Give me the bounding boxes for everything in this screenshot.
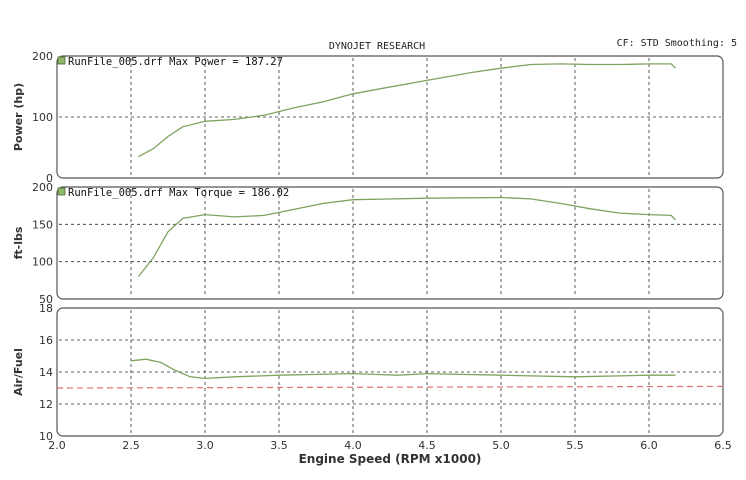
series-line xyxy=(137,196,677,278)
y-tick-label: 10 xyxy=(39,430,53,443)
chart-header-title: DYNOJET RESEARCH xyxy=(329,41,425,52)
x-tick-label: 4.0 xyxy=(344,439,362,452)
x-tick-label: 5.0 xyxy=(492,439,510,452)
target-afr-line xyxy=(56,385,724,389)
chart-panel-2: 50 100 150 200 ft-lbs RunFile_005.drf Max Tor… xyxy=(12,181,724,306)
x-tick-label: 3.0 xyxy=(196,439,214,452)
series-line xyxy=(138,63,677,158)
y-tick-label: 200 xyxy=(32,50,53,63)
panel-frame xyxy=(56,186,724,300)
x-tick-label: 6.0 xyxy=(640,439,658,452)
chart-panel-3: 10 12 14 16 18 Air/Fuel 2.0 2.5 3.0 3.5 4.0 4.5 5.0 5… xyxy=(12,302,732,466)
y-tick-label: 18 xyxy=(39,302,53,315)
chart-panel-1: 0 100 200 Power (hp) RunFile_005.drf Max Pow… xyxy=(12,50,724,185)
x-tick-label: 6.5 xyxy=(714,439,732,452)
y-tick-label: 14 xyxy=(39,366,53,379)
x-tick-label: 3.5 xyxy=(270,439,288,452)
y-tick-label: 0 xyxy=(46,172,53,185)
legend-swatch xyxy=(57,56,66,65)
chart-header-settings: CF: STD Smoothing: 5 xyxy=(617,38,737,49)
y-tick-label: 100 xyxy=(32,111,53,124)
legend-label: RunFile_005.drf Max Torque = 186.02 xyxy=(68,187,289,199)
legend-label: RunFile_005.drf Max Power = 187.27 xyxy=(68,56,283,68)
x-tick-label: 5.5 xyxy=(566,439,584,452)
y-axis-label: Air/Fuel xyxy=(12,348,25,396)
y-axis-label: ft-lbs xyxy=(12,226,25,259)
x-tick-label: 2.5 xyxy=(122,439,140,452)
y-tick-label: 12 xyxy=(39,398,53,411)
y-tick-label: 16 xyxy=(39,334,53,347)
y-tick-label: 50 xyxy=(39,293,53,306)
x-axis-label: Engine Speed (RPM x1000) xyxy=(299,452,482,466)
y-tick-label: 200 xyxy=(32,181,53,194)
y-axis-label: Power (hp) xyxy=(12,83,25,151)
y-tick-label: 150 xyxy=(32,218,53,231)
y-tick-label: 100 xyxy=(32,256,53,269)
legend-swatch xyxy=(57,187,66,196)
series-line xyxy=(130,358,676,380)
x-tick-label: 2.0 xyxy=(48,439,66,452)
x-tick-label: 4.5 xyxy=(418,439,436,452)
